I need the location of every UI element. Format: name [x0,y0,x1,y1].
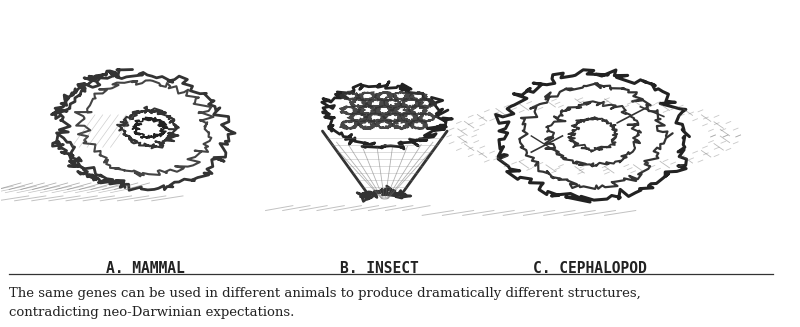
Text: B. INSECT: B. INSECT [340,261,418,276]
Text: The same genes can be used in different animals to produce dramatically differen: The same genes can be used in different … [9,287,641,300]
Text: contradicting neo-Darwinian expectations.: contradicting neo-Darwinian expectations… [9,306,294,319]
Text: A. MAMMAL: A. MAMMAL [106,261,185,276]
Text: C. CEPHALOPOD: C. CEPHALOPOD [533,261,646,276]
